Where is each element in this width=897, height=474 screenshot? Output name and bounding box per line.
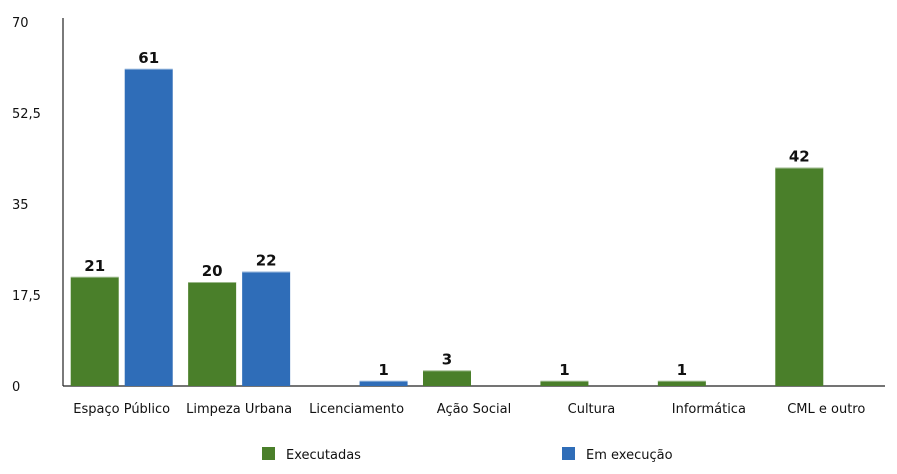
data-label: 1 [378, 361, 388, 379]
x-category-label: Espaço Público [73, 402, 170, 417]
legend-label: Executadas [286, 448, 361, 463]
x-category-label: Limpeza Urbana [186, 402, 292, 417]
y-tick-label: 17,5 [12, 289, 41, 304]
bar-em-execucao [124, 68, 173, 387]
bar-executadas [70, 276, 119, 386]
y-tick-label: 35 [12, 198, 29, 213]
bar-executadas [423, 370, 471, 386]
data-label: 1 [559, 361, 569, 379]
x-category-label: Licenciamento [309, 402, 404, 417]
data-label: 1 [677, 361, 687, 379]
bar-executadas [657, 380, 706, 386]
x-category-label: Ação Social [437, 402, 511, 417]
axes: 0 17,5 35 52,5 70 Espaço Público Limpeza Urban… [12, 16, 885, 417]
data-label: 21 [84, 257, 105, 275]
bars [70, 68, 824, 387]
data-label: 22 [256, 252, 277, 270]
bar-em-execucao [242, 271, 291, 386]
bar-em-execucao [359, 380, 408, 386]
data-label: 42 [789, 148, 810, 166]
legend: Executadas Em execução [262, 447, 673, 463]
legend-swatch [562, 447, 575, 460]
legend-label: Em execução [586, 448, 673, 463]
data-label: 61 [138, 49, 159, 67]
y-tick-label: 0 [12, 380, 20, 395]
y-tick-label: 70 [12, 16, 29, 31]
data-label: 3 [442, 350, 452, 368]
x-category-label: Cultura [568, 402, 616, 417]
x-category-label: CML e outro [787, 402, 865, 417]
legend-swatch [262, 447, 275, 460]
y-tick-label: 52,5 [12, 107, 41, 122]
bar-executadas [188, 282, 237, 386]
bar-executadas [775, 167, 824, 386]
data-labels: 21 20 3 1 1 42 61 22 1 [84, 49, 809, 379]
data-label: 20 [202, 262, 223, 280]
x-category-label: Informática [672, 402, 746, 417]
bar-executadas [540, 380, 589, 386]
